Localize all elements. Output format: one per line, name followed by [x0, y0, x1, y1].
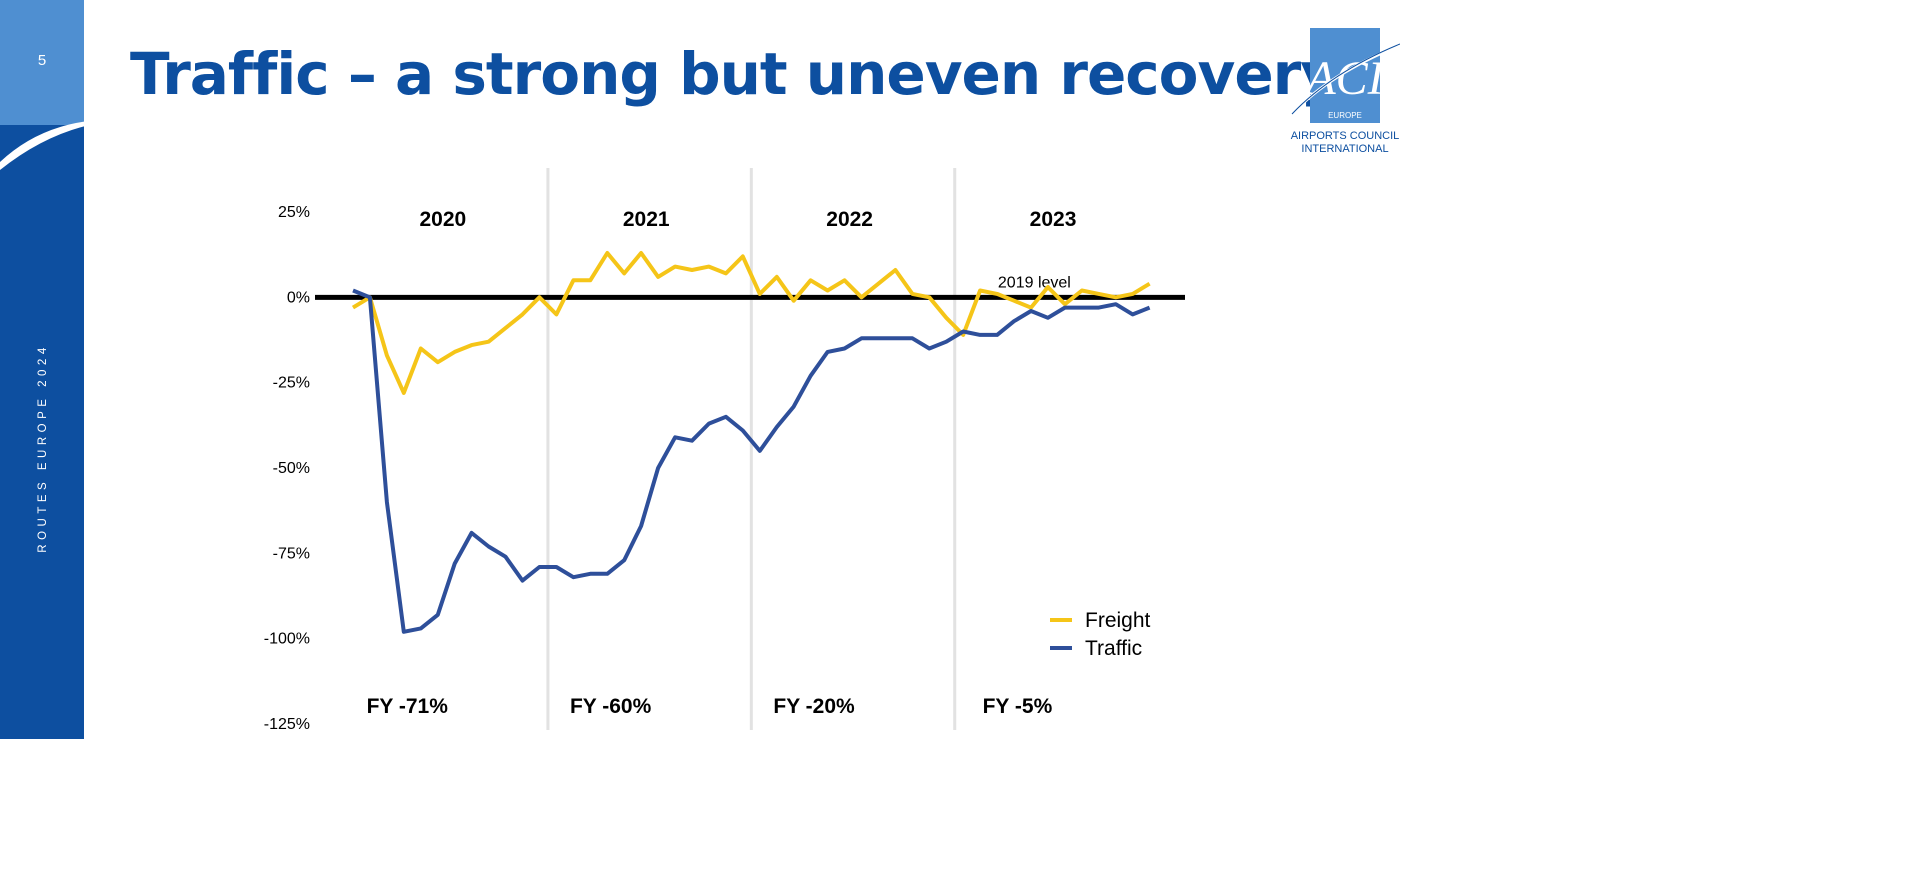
sidebar-accent	[0, 0, 84, 125]
logo-letters: ACI	[1303, 52, 1385, 105]
year-label: 2023	[1030, 208, 1077, 231]
fy-label: FY -71%	[367, 695, 449, 718]
logo-caption-1: AIRPORTS COUNCIL	[1291, 130, 1400, 142]
fy-label: FY -5%	[983, 695, 1053, 718]
swoosh-decoration	[0, 119, 128, 170]
y-tick-label: -125%	[264, 716, 310, 733]
y-tick-label: -100%	[264, 631, 310, 648]
y-tick-label: -50%	[273, 460, 310, 477]
event-vertical-label: ROUTES EUROPE 2024	[37, 343, 49, 553]
traffic-freight-chart: 25% 0% -25% -50% -75% -100% -125% 2020 2021 2022 2…	[264, 168, 1185, 733]
legend-label-traffic: Traffic	[1085, 637, 1142, 660]
y-tick-label: -75%	[273, 545, 310, 562]
series-line-traffic	[352, 288, 1151, 634]
y-tick-label: 25%	[278, 204, 310, 221]
aci-europe-logo: ACI EUROPE AIRPORTS COUNCIL INTERNATIONA…	[1291, 28, 1400, 155]
logo-caption-2: INTERNATIONAL	[1301, 143, 1388, 155]
fy-label: FY -20%	[773, 695, 855, 718]
logo-sub: EUROPE	[1328, 111, 1362, 120]
y-tick-label: -25%	[273, 375, 310, 392]
series-line-freight	[351, 251, 1151, 395]
slide-number: 5	[37, 52, 47, 69]
y-tick-label: 0%	[287, 289, 310, 306]
year-label: 2020	[419, 208, 466, 231]
legend-label-freight: Freight	[1085, 609, 1151, 632]
fy-label: FY -60%	[570, 695, 652, 718]
year-label: 2022	[826, 208, 873, 231]
year-label: 2021	[623, 208, 670, 231]
page-title: Traffic – a strong but uneven recovery	[130, 40, 1338, 108]
reference-line-label: 2019 level	[998, 274, 1071, 291]
